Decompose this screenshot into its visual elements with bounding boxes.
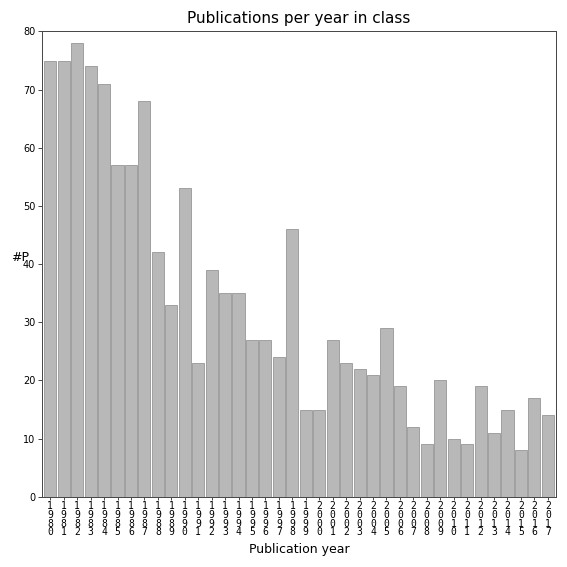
Bar — [58, 61, 70, 497]
Bar — [501, 409, 514, 497]
Bar — [380, 328, 392, 497]
Bar — [165, 305, 177, 497]
Bar — [44, 61, 56, 497]
Bar — [542, 416, 554, 497]
Bar — [273, 357, 285, 497]
Y-axis label: #P: #P — [11, 251, 29, 264]
Bar — [434, 380, 446, 497]
Bar — [192, 363, 204, 497]
Bar — [313, 409, 325, 497]
Bar — [461, 445, 473, 497]
Bar — [286, 229, 298, 497]
Bar — [206, 270, 218, 497]
Bar — [488, 433, 500, 497]
Bar — [421, 445, 433, 497]
Bar — [327, 340, 338, 497]
Bar — [300, 409, 312, 497]
Bar — [84, 66, 96, 497]
Bar — [515, 450, 527, 497]
Bar — [246, 340, 258, 497]
Bar — [447, 439, 460, 497]
Bar — [152, 252, 164, 497]
Bar — [138, 101, 150, 497]
Bar — [407, 427, 420, 497]
Bar — [232, 293, 244, 497]
Bar — [112, 165, 124, 497]
Title: Publications per year in class: Publications per year in class — [187, 11, 411, 26]
Bar — [528, 398, 540, 497]
Bar — [259, 340, 272, 497]
Bar — [219, 293, 231, 497]
Bar — [179, 188, 191, 497]
Bar — [353, 369, 366, 497]
Bar — [98, 84, 110, 497]
Bar — [125, 165, 137, 497]
Bar — [340, 363, 352, 497]
Bar — [71, 43, 83, 497]
Bar — [367, 375, 379, 497]
Bar — [475, 386, 486, 497]
X-axis label: Publication year: Publication year — [249, 543, 349, 556]
Bar — [394, 386, 406, 497]
